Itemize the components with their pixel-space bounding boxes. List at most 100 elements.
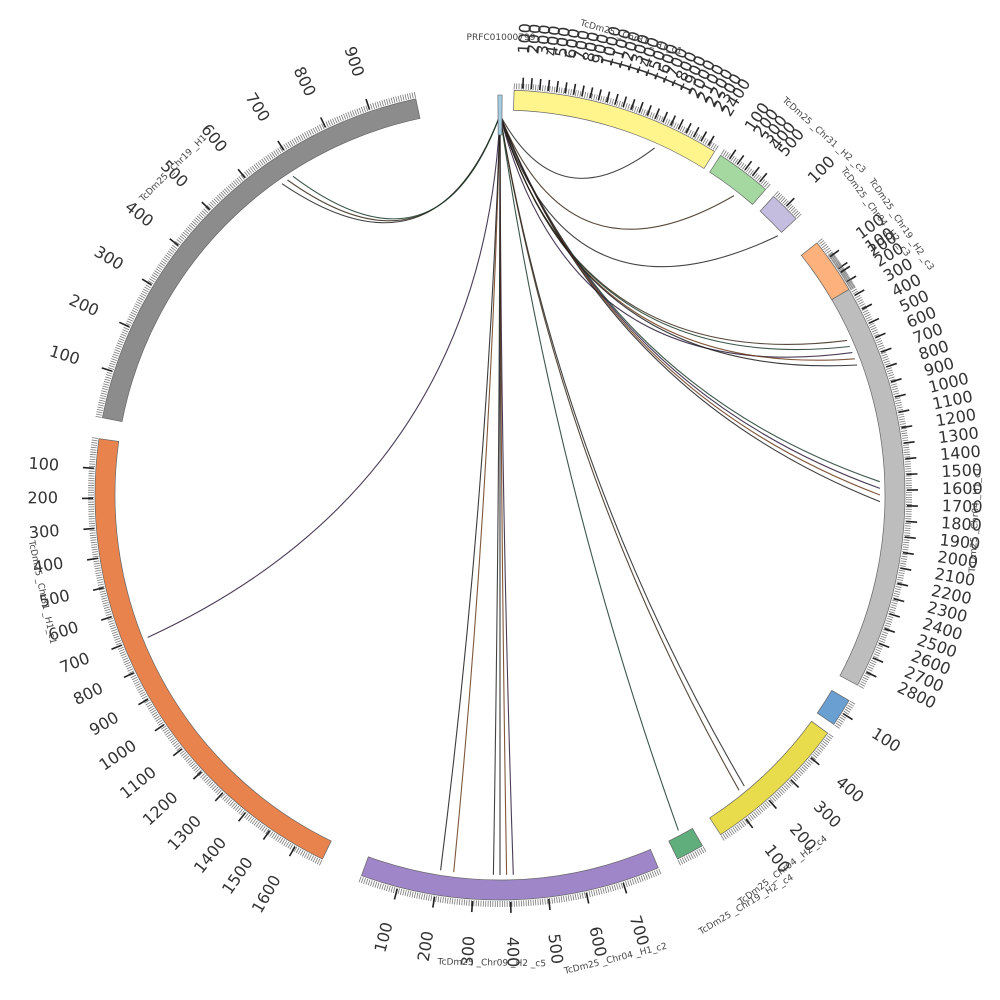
tick-label: 300: [91, 242, 127, 274]
minor-tick: [785, 783, 790, 789]
minor-tick: [803, 764, 809, 770]
minor-tick: [651, 871, 655, 878]
minor-tick: [388, 885, 391, 892]
minor-tick: [160, 725, 167, 730]
major-tick: [902, 551, 914, 555]
minor-tick: [285, 142, 290, 149]
major-tick: [884, 627, 896, 634]
minor-tick: [653, 870, 657, 877]
minor-tick: [423, 893, 426, 900]
minor-tick: [823, 245, 829, 251]
major-tick: [262, 830, 271, 841]
minor-tick: [839, 716, 846, 721]
minor-tick: [574, 893, 577, 900]
tick-label: 700: [626, 913, 653, 948]
minor-tick: [220, 191, 226, 197]
minor-tick: [151, 711, 158, 716]
minor-tick: [110, 360, 117, 364]
minor-tick: [825, 737, 831, 742]
link-ribbon: [499, 114, 679, 831]
minor-tick: [360, 877, 364, 884]
minor-tick: [773, 794, 778, 800]
minor-tick: [187, 226, 193, 231]
minor-tick: [649, 872, 653, 879]
minor-tick: [888, 611, 895, 614]
minor-tick: [91, 442, 98, 444]
minor-tick: [269, 831, 274, 837]
minor-tick: [866, 318, 873, 322]
minor-tick: [263, 827, 268, 833]
minor-tick: [900, 560, 907, 563]
minor-tick: [354, 109, 358, 116]
minor-tick: [91, 439, 98, 442]
minor-tick: [593, 889, 596, 896]
minor-tick: [827, 251, 833, 256]
minor-tick: [159, 262, 165, 267]
minor-tick: [856, 297, 862, 301]
minor-tick: [567, 88, 570, 95]
minor-tick: [588, 92, 591, 99]
minor-tick: [730, 155, 735, 162]
minor-tick: [574, 90, 577, 97]
minor-tick: [896, 583, 903, 586]
major-tick: [564, 82, 568, 94]
minor-tick: [894, 397, 901, 400]
minor-tick: [843, 710, 849, 715]
minor-tick: [240, 174, 245, 180]
minor-tick: [882, 631, 889, 635]
minor-tick: [108, 367, 114, 370]
minor-tick: [777, 194, 783, 200]
minor-tick: [609, 885, 612, 892]
minor-tick: [218, 193, 224, 199]
minor-tick: [886, 617, 893, 621]
minor-tick: [860, 305, 867, 309]
minor-tick: [875, 338, 882, 342]
minor-tick: [671, 121, 675, 128]
minor-tick: [872, 331, 879, 335]
minor-tick: [896, 406, 903, 409]
major-tick: [906, 473, 918, 476]
minor-tick: [444, 897, 447, 904]
major-tick: [790, 779, 800, 789]
minor-tick: [105, 611, 112, 614]
minor-tick: [169, 737, 175, 742]
minor-tick: [275, 835, 280, 841]
major-tick: [630, 99, 636, 110]
major-tick: [585, 892, 590, 904]
minor-tick: [413, 91, 416, 98]
minor-tick: [381, 100, 384, 107]
minor-tick: [191, 220, 197, 226]
minor-tick: [297, 135, 302, 142]
minor-tick: [98, 585, 105, 589]
minor-tick: [190, 222, 196, 228]
minor-tick: [234, 179, 240, 185]
minor-tick: [846, 280, 853, 285]
ideogram-8: [759, 195, 797, 233]
major-tick: [905, 457, 917, 460]
minor-tick: [92, 553, 99, 556]
major-tick: [842, 713, 853, 721]
minor-tick: [386, 885, 389, 892]
minor-tick: [602, 96, 605, 103]
minor-tick: [896, 404, 903, 407]
minor-tick: [834, 261, 840, 266]
minor-tick: [104, 608, 111, 612]
minor-tick: [844, 708, 851, 713]
minor-tick: [835, 262, 841, 267]
major-tick: [614, 93, 619, 105]
minor-tick: [840, 270, 846, 275]
minor-tick: [801, 766, 807, 771]
minor-tick: [660, 116, 664, 123]
minor-tick: [567, 895, 570, 902]
minor-tick: [866, 668, 873, 672]
minor-tick: [602, 887, 605, 894]
minor-tick: [190, 762, 196, 768]
minor-tick: [900, 562, 907, 565]
minor-tick: [155, 717, 162, 722]
minor-tick: [760, 805, 766, 811]
minor-tick: [824, 247, 830, 252]
minor-tick: [257, 823, 262, 829]
minor-tick: [236, 807, 242, 813]
minor-tick: [338, 115, 342, 122]
minor-tick: [875, 648, 882, 652]
